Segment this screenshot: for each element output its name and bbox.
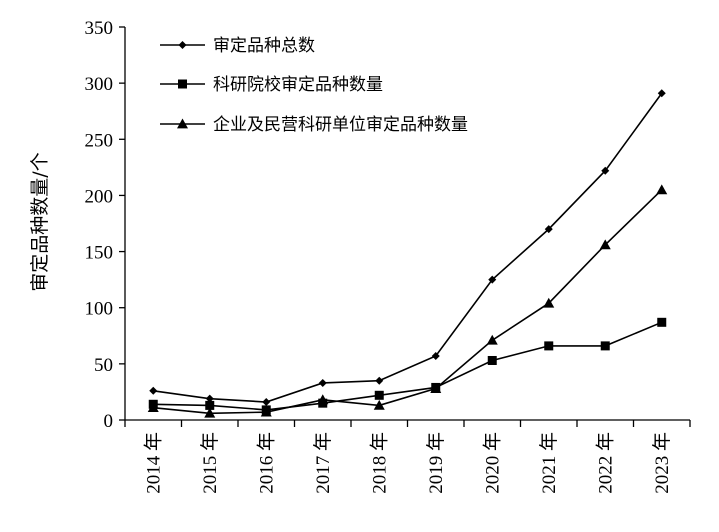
data-point [147, 402, 159, 413]
data-point [487, 355, 497, 365]
data-point [544, 341, 554, 351]
x-tick-label: 2021 年 [538, 432, 560, 494]
series-line [153, 92, 663, 403]
data-point [317, 394, 329, 405]
x-tick-label: 2015 年 [199, 432, 221, 494]
data-point [656, 184, 668, 195]
data-point [657, 89, 666, 98]
x-tick-label: 2020 年 [481, 432, 503, 494]
x-tick-label: 2018 年 [368, 432, 390, 494]
y-tick-label: 100 [85, 299, 114, 320]
series-line [153, 321, 663, 411]
data-point [205, 400, 215, 410]
data-point [600, 341, 610, 351]
x-tick-label: 2017 年 [312, 432, 334, 494]
series-group [147, 89, 668, 418]
data-point [262, 398, 271, 407]
x-tick-label: 2014 年 [142, 432, 164, 494]
data-point [601, 166, 610, 175]
y-tick-label: 250 [85, 130, 114, 151]
data-point [374, 390, 384, 400]
data-point [543, 297, 555, 308]
legend-label: 审定品种总数 [213, 36, 315, 56]
legend-marker [178, 79, 187, 89]
y-tick-label: 0 [104, 411, 114, 432]
data-point [657, 317, 667, 327]
data-point [375, 376, 384, 385]
y-tick-label: 300 [85, 74, 114, 95]
x-tick-label: 2023 年 [651, 432, 673, 494]
data-point [544, 225, 553, 234]
series-line [153, 189, 663, 415]
y-axis-title: 审定品种数量/个 [29, 152, 51, 291]
legend-marker [177, 118, 188, 129]
series-1 [149, 89, 666, 407]
legend-item-2: 科研院校审定品种数量 [160, 75, 383, 95]
data-point [204, 407, 216, 418]
legend-label: 科研院校审定品种数量 [213, 75, 383, 95]
data-point [373, 399, 385, 410]
y-tick-label: 200 [85, 186, 114, 207]
data-point [260, 406, 272, 417]
data-point [599, 239, 611, 250]
series-3 [147, 184, 668, 418]
y-tick-label: 350 [85, 18, 114, 39]
data-point [318, 378, 327, 387]
x-tick-label: 2022 年 [594, 432, 616, 494]
legend-marker [178, 41, 187, 49]
legend-item-3: 企业及民营科研单位审定品种数量 [160, 115, 468, 135]
y-tick-label: 50 [94, 355, 113, 376]
x-tick-label: 2019 年 [425, 432, 447, 494]
data-point [149, 386, 158, 395]
data-point [431, 351, 440, 360]
y-tick-label: 150 [85, 243, 114, 264]
data-point [486, 334, 498, 345]
data-point [430, 383, 442, 393]
data-point [205, 394, 214, 403]
x-tick-label: 2016 年 [255, 432, 277, 494]
axes: 0 50 100 150 200 250 300 350 2014 年 2015 年 2016 年 2… [85, 18, 691, 494]
data-point [488, 275, 497, 284]
legend-label: 企业及民营科研单位审定品种数量 [213, 115, 468, 135]
legend-item-1: 审定品种总数 [160, 36, 315, 56]
